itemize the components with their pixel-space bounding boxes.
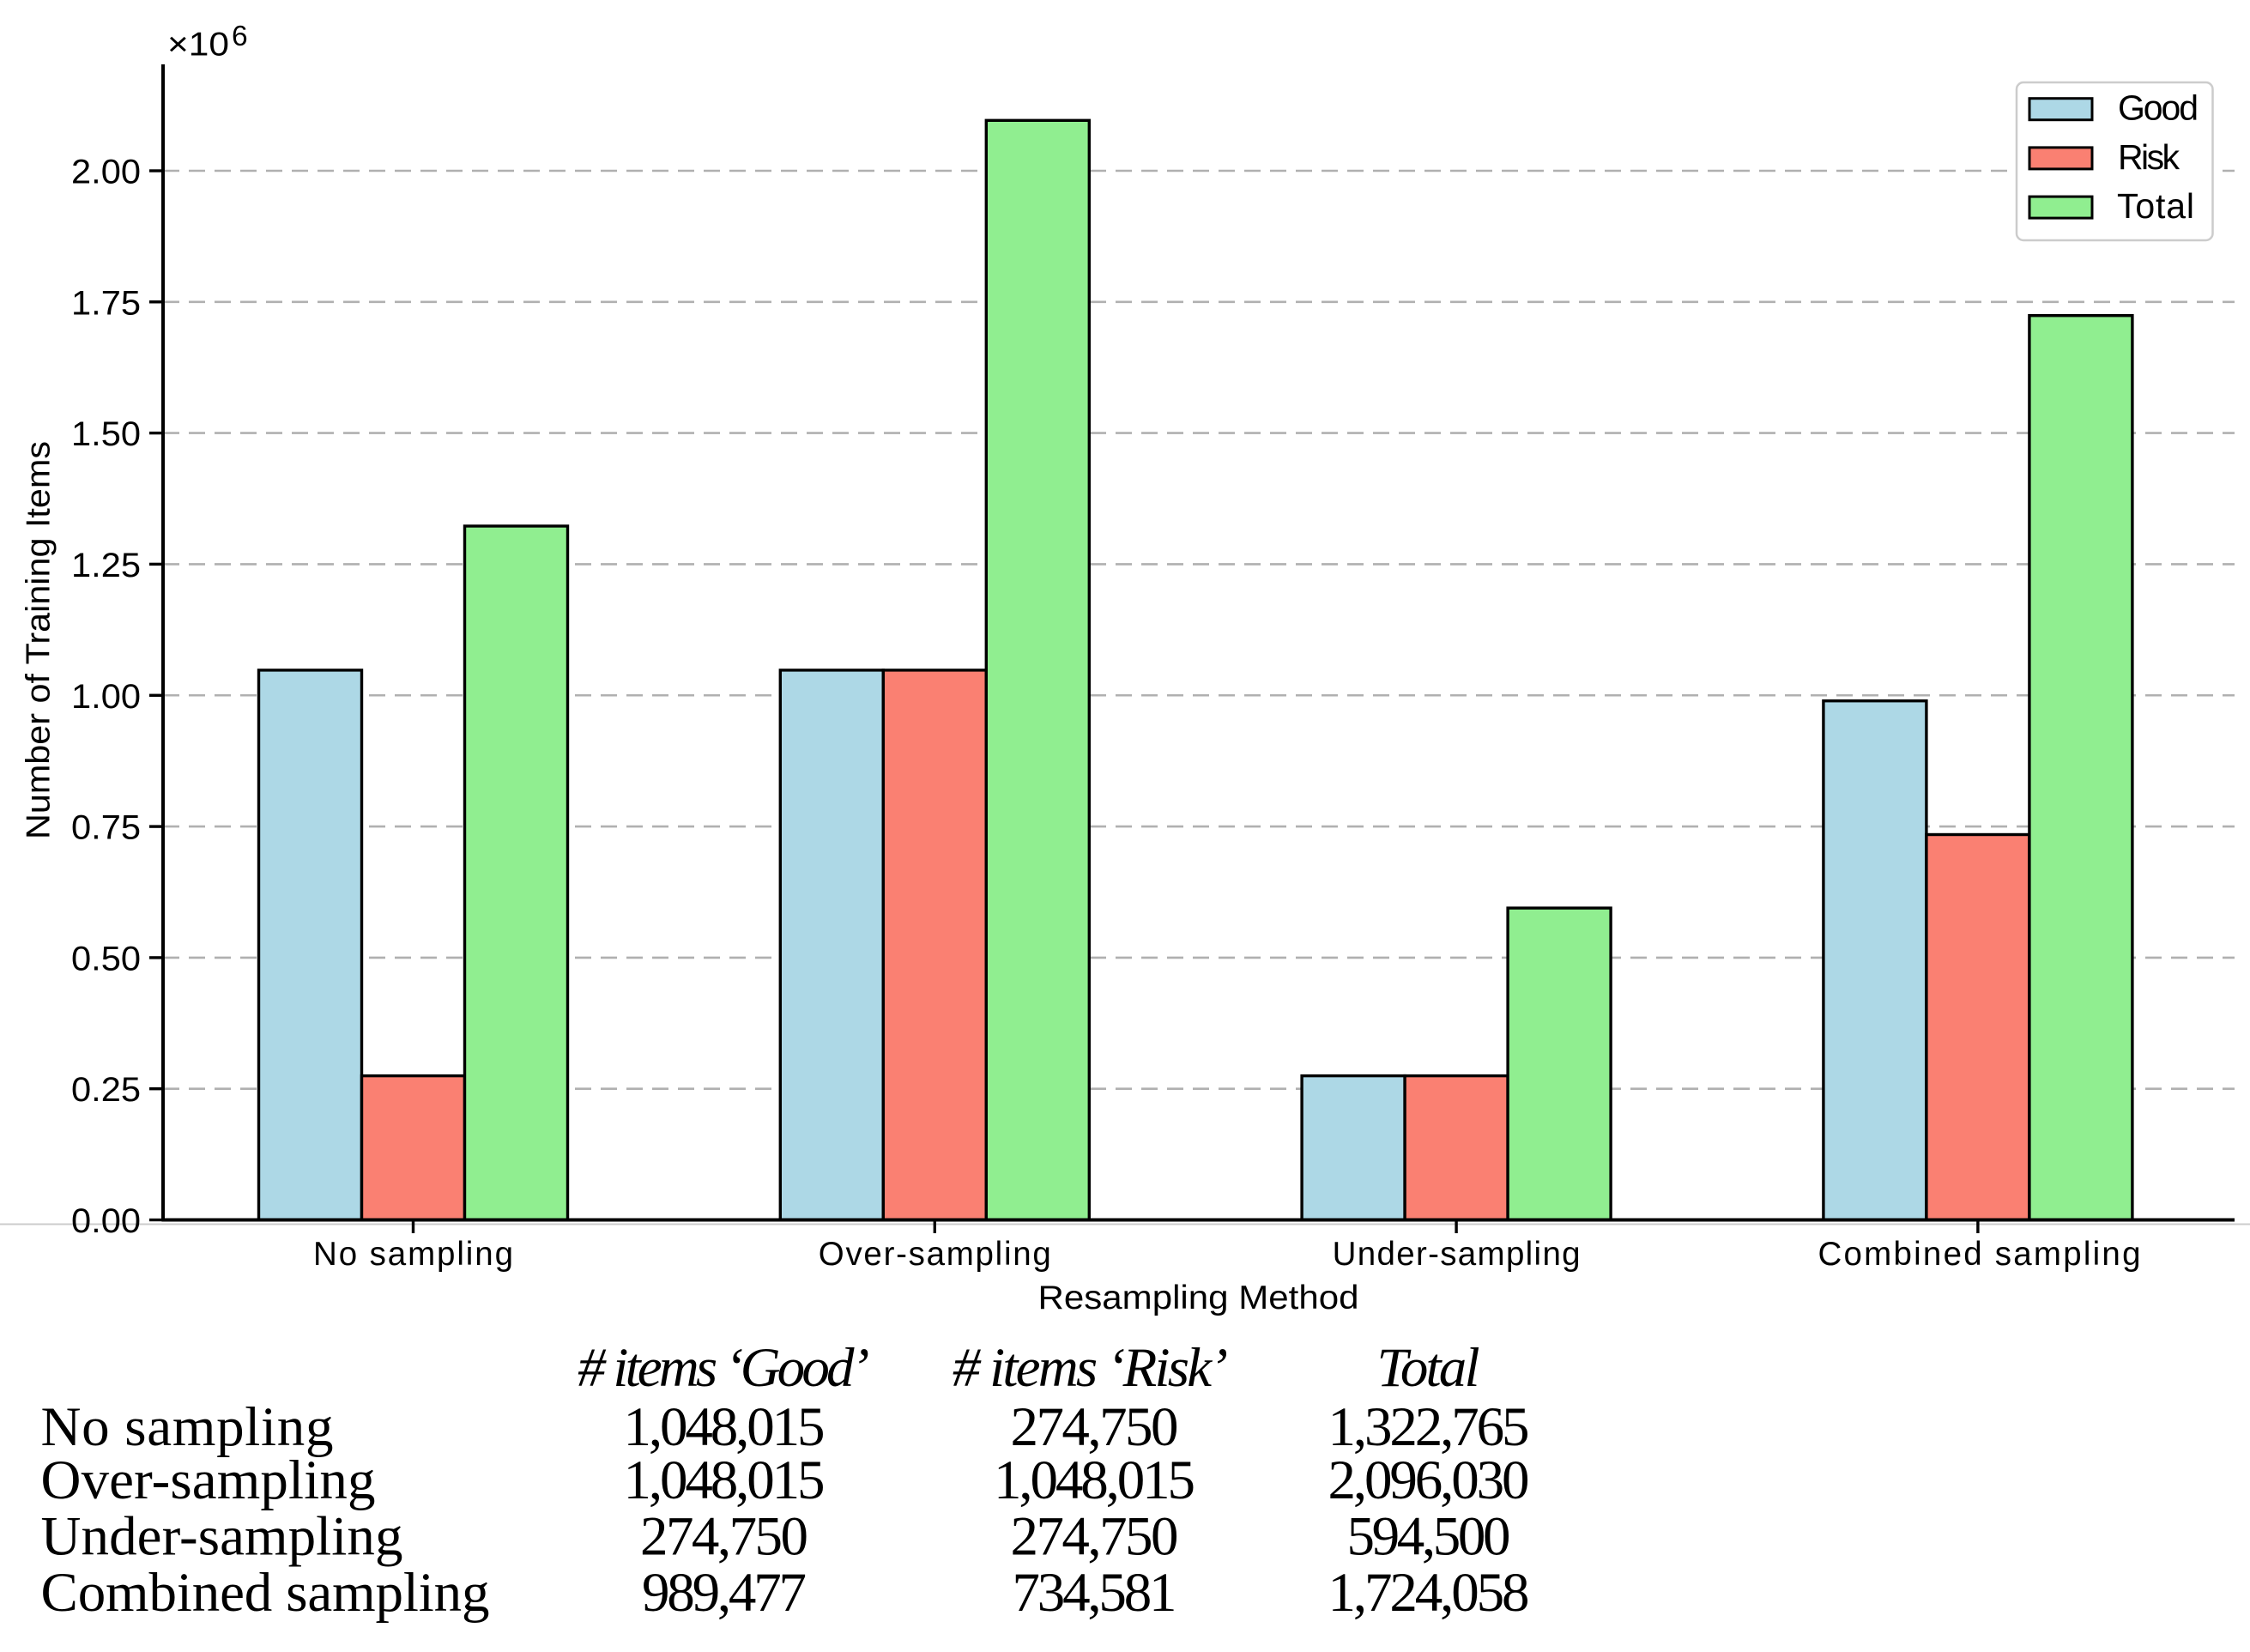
svg-text:274,750: 274,750 — [640, 1506, 808, 1568]
svg-text:0.75: 0.75 — [71, 809, 141, 847]
svg-text:Over-sampling: Over-sampling — [819, 1236, 1051, 1273]
svg-text:1.50: 1.50 — [71, 415, 141, 453]
svg-text:No sampling: No sampling — [41, 1396, 334, 1458]
svg-text:×10: ×10 — [167, 27, 229, 64]
svg-text:1,322,765: 1,322,765 — [1328, 1396, 1530, 1458]
svg-text:6: 6 — [232, 21, 248, 52]
svg-text:No sampling: No sampling — [313, 1236, 513, 1273]
svg-text:594,500: 594,500 — [1347, 1506, 1511, 1568]
svg-text:989,477: 989,477 — [642, 1562, 807, 1624]
svg-text:734,581: 734,581 — [1013, 1562, 1177, 1624]
svg-text:1.75: 1.75 — [71, 284, 141, 322]
svg-text:2.00: 2.00 — [71, 154, 141, 191]
svg-text:Under-sampling: Under-sampling — [1333, 1236, 1581, 1273]
svg-text:1,048,015: 1,048,015 — [994, 1449, 1195, 1511]
svg-text:2,096,030: 2,096,030 — [1328, 1449, 1530, 1511]
svg-text:Risk: Risk — [2118, 137, 2180, 177]
svg-text:1,048,015: 1,048,015 — [624, 1449, 826, 1511]
svg-text:Over-sampling: Over-sampling — [41, 1449, 376, 1511]
svg-text:Combined sampling: Combined sampling — [1818, 1236, 2141, 1273]
svg-text:# items ‘Risk’: # items ‘Risk’ — [953, 1337, 1228, 1399]
svg-text:0.25: 0.25 — [71, 1071, 141, 1109]
svg-text:1,048,015: 1,048,015 — [624, 1396, 826, 1458]
svg-text:1,724,058: 1,724,058 — [1328, 1562, 1530, 1624]
svg-text:# items ‘Good’: # items ‘Good’ — [578, 1337, 869, 1399]
svg-text:1.00: 1.00 — [71, 678, 141, 716]
svg-text:Combined sampling: Combined sampling — [41, 1562, 490, 1624]
svg-text:Number of Training Items: Number of Training Items — [21, 441, 57, 839]
svg-text:Good: Good — [2118, 88, 2199, 128]
svg-text:Total: Total — [1377, 1337, 1480, 1399]
svg-text:274,750: 274,750 — [1011, 1506, 1179, 1568]
svg-text:0.50: 0.50 — [71, 940, 141, 977]
svg-text:Total: Total — [2117, 186, 2194, 226]
svg-text:1.25: 1.25 — [71, 547, 141, 584]
svg-text:0.00: 0.00 — [71, 1202, 141, 1240]
svg-text:Resampling Method: Resampling Method — [1038, 1280, 1359, 1316]
svg-text:274,750: 274,750 — [1011, 1396, 1179, 1458]
svg-text:Under-sampling: Under-sampling — [41, 1506, 403, 1568]
